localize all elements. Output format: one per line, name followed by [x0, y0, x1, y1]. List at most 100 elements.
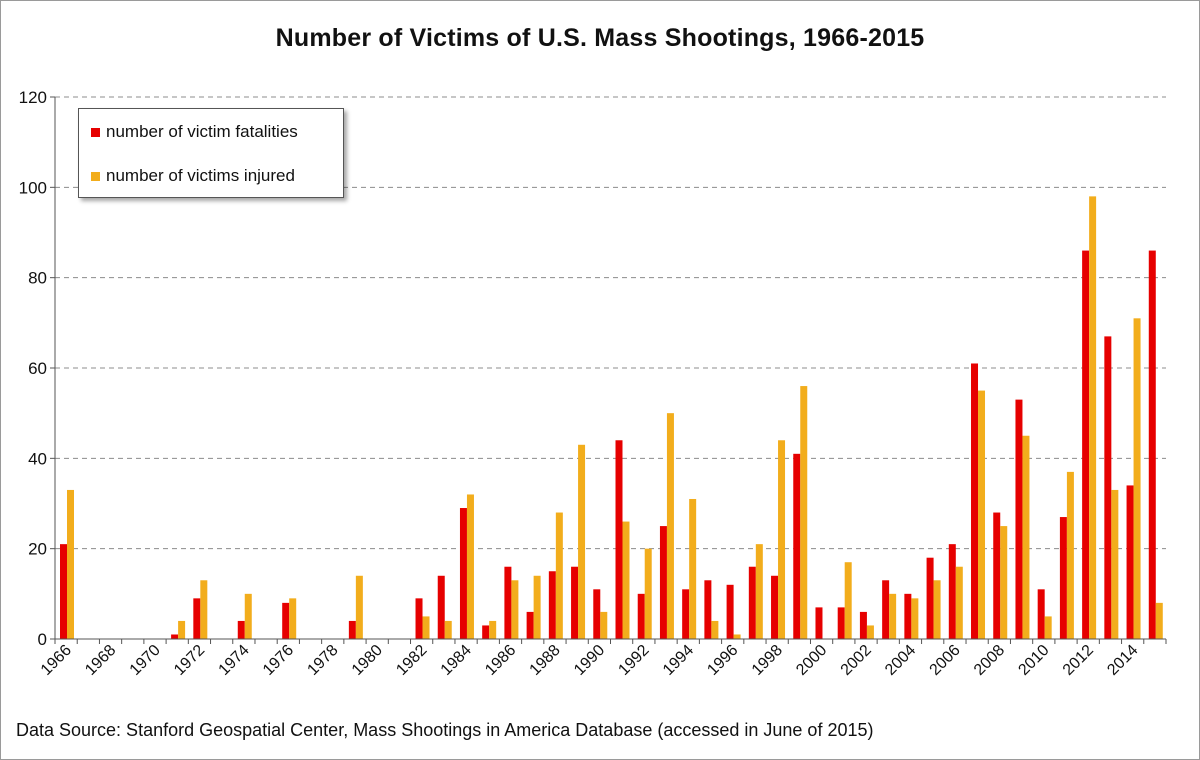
x-tick-label-1976: 1976	[260, 642, 297, 679]
y-tick-label-60: 60	[28, 359, 47, 378]
y-tick-label-100: 100	[19, 178, 47, 197]
x-tick-label-1974: 1974	[216, 642, 253, 679]
x-tick-label-2008: 2008	[971, 642, 1008, 679]
bar-injured-1972	[200, 580, 208, 639]
bar-injured-2011	[1066, 471, 1074, 639]
bar-injured-1976	[289, 598, 297, 639]
bar-injured-1971	[178, 620, 186, 639]
x-tick-label-1968: 1968	[82, 642, 119, 679]
y-tick-label-20: 20	[28, 540, 47, 559]
x-tick-label-2000: 2000	[793, 642, 830, 679]
y-tick-label-80: 80	[28, 269, 47, 288]
y-tick-label-40: 40	[28, 449, 47, 468]
x-tick-label-1992: 1992	[615, 642, 652, 679]
bar-fatalities-1993	[659, 526, 667, 639]
bar-injured-2002	[866, 625, 874, 639]
bar-fatalities-2010	[1037, 589, 1045, 639]
bar-injured-2015	[1155, 602, 1163, 639]
bar-injured-1966	[67, 489, 74, 639]
bar-fatalities-2006	[948, 544, 956, 639]
bar-injured-1987	[533, 575, 541, 639]
bar-fatalities-1997	[748, 566, 756, 639]
bar-injured-1994	[689, 498, 697, 639]
bar-injured-2010	[1044, 616, 1052, 639]
bar-fatalities-1996	[726, 584, 734, 639]
bar-fatalities-1986	[504, 566, 512, 639]
bar-fatalities-1985	[482, 625, 490, 639]
bar-fatalities-1992	[637, 593, 645, 639]
bar-fatalities-2015	[1148, 250, 1156, 640]
chart-title: Number of Victims of U.S. Mass Shootings…	[275, 24, 925, 52]
bar-fatalities-2004	[904, 593, 912, 639]
chart-legend: number of victim fatalities number of vi…	[78, 108, 344, 198]
bar-fatalities-1971	[171, 634, 179, 639]
bar-fatalities-2012	[1082, 250, 1090, 640]
bar-fatalities-2001	[837, 607, 845, 639]
bar-fatalities-1998	[771, 575, 779, 639]
bar-fatalities-1983	[437, 575, 445, 639]
bar-fatalities-1999	[793, 453, 801, 639]
bar-fatalities-2013	[1104, 336, 1112, 639]
bar-injured-2001	[844, 562, 852, 639]
bar-fatalities-2002	[859, 611, 867, 639]
bar-injured-2003	[889, 593, 897, 639]
x-tick-label-1990: 1990	[571, 642, 608, 679]
bar-fatalities-1982	[415, 598, 423, 639]
bar-fatalities-1987	[526, 611, 534, 639]
bar-fatalities-1988	[548, 571, 556, 639]
bar-injured-1983	[444, 620, 452, 639]
bar-fatalities-1994	[682, 589, 690, 639]
bar-injured-1997	[755, 544, 763, 639]
bar-injured-1979	[355, 575, 363, 639]
bar-injured-2008	[1000, 526, 1008, 639]
bar-injured-1990	[600, 611, 608, 639]
bar-injured-1984	[466, 494, 474, 639]
bar-injured-1999	[800, 386, 808, 639]
x-tick-label-2012: 2012	[1060, 642, 1097, 679]
x-tick-label-2006: 2006	[927, 642, 964, 679]
bar-injured-1992	[644, 548, 652, 639]
x-tick-label-1972: 1972	[171, 642, 208, 679]
y-tick-label-120: 120	[19, 88, 47, 107]
x-tick-label-1986: 1986	[482, 642, 519, 679]
bar-fatalities-2005	[926, 557, 934, 639]
bar-fatalities-1979	[348, 620, 356, 639]
bar-fatalities-1991	[615, 440, 623, 639]
bar-fatalities-1972	[193, 598, 201, 639]
bar-fatalities-1966	[60, 544, 67, 639]
bar-injured-1991	[622, 521, 630, 639]
bar-fatalities-2003	[882, 580, 890, 639]
x-tick-label-1996: 1996	[704, 642, 741, 679]
bar-injured-2014	[1133, 318, 1141, 639]
bar-fatalities-1989	[571, 566, 579, 639]
bar-fatalities-2000	[815, 607, 823, 639]
y-tick-label-0: 0	[38, 630, 47, 649]
bar-injured-1974	[244, 593, 252, 639]
bar-injured-1998	[778, 440, 786, 639]
x-tick-label-1970: 1970	[127, 642, 164, 679]
legend-item-injured: number of victims injured	[91, 166, 295, 186]
bar-injured-1986	[511, 580, 519, 639]
bar-injured-1985	[489, 620, 497, 639]
bar-fatalities-2008	[993, 512, 1001, 639]
bar-injured-1989	[578, 444, 586, 639]
legend-item-fatalities: number of victim fatalities	[91, 122, 298, 142]
legend-swatch-injured	[91, 171, 100, 181]
bar-fatalities-2014	[1126, 485, 1134, 639]
x-tick-label-1980: 1980	[349, 642, 386, 679]
x-tick-label-2010: 2010	[1015, 642, 1052, 679]
bar-injured-2005	[933, 580, 941, 639]
x-tick-label-2004: 2004	[882, 642, 919, 679]
bar-injured-2009	[1022, 435, 1030, 639]
bar-injured-1996	[733, 634, 741, 639]
bar-injured-1995	[711, 620, 719, 639]
x-tick-label-2002: 2002	[838, 642, 875, 679]
legend-label-fatalities: number of victim fatalities	[106, 122, 298, 141]
bar-injured-2004	[911, 598, 919, 639]
bar-fatalities-2009	[1015, 399, 1023, 639]
x-tick-label-1994: 1994	[660, 642, 697, 679]
bar-fatalities-1974	[237, 620, 245, 639]
bar-injured-2013	[1111, 489, 1119, 639]
bar-fatalities-2011	[1059, 517, 1067, 639]
